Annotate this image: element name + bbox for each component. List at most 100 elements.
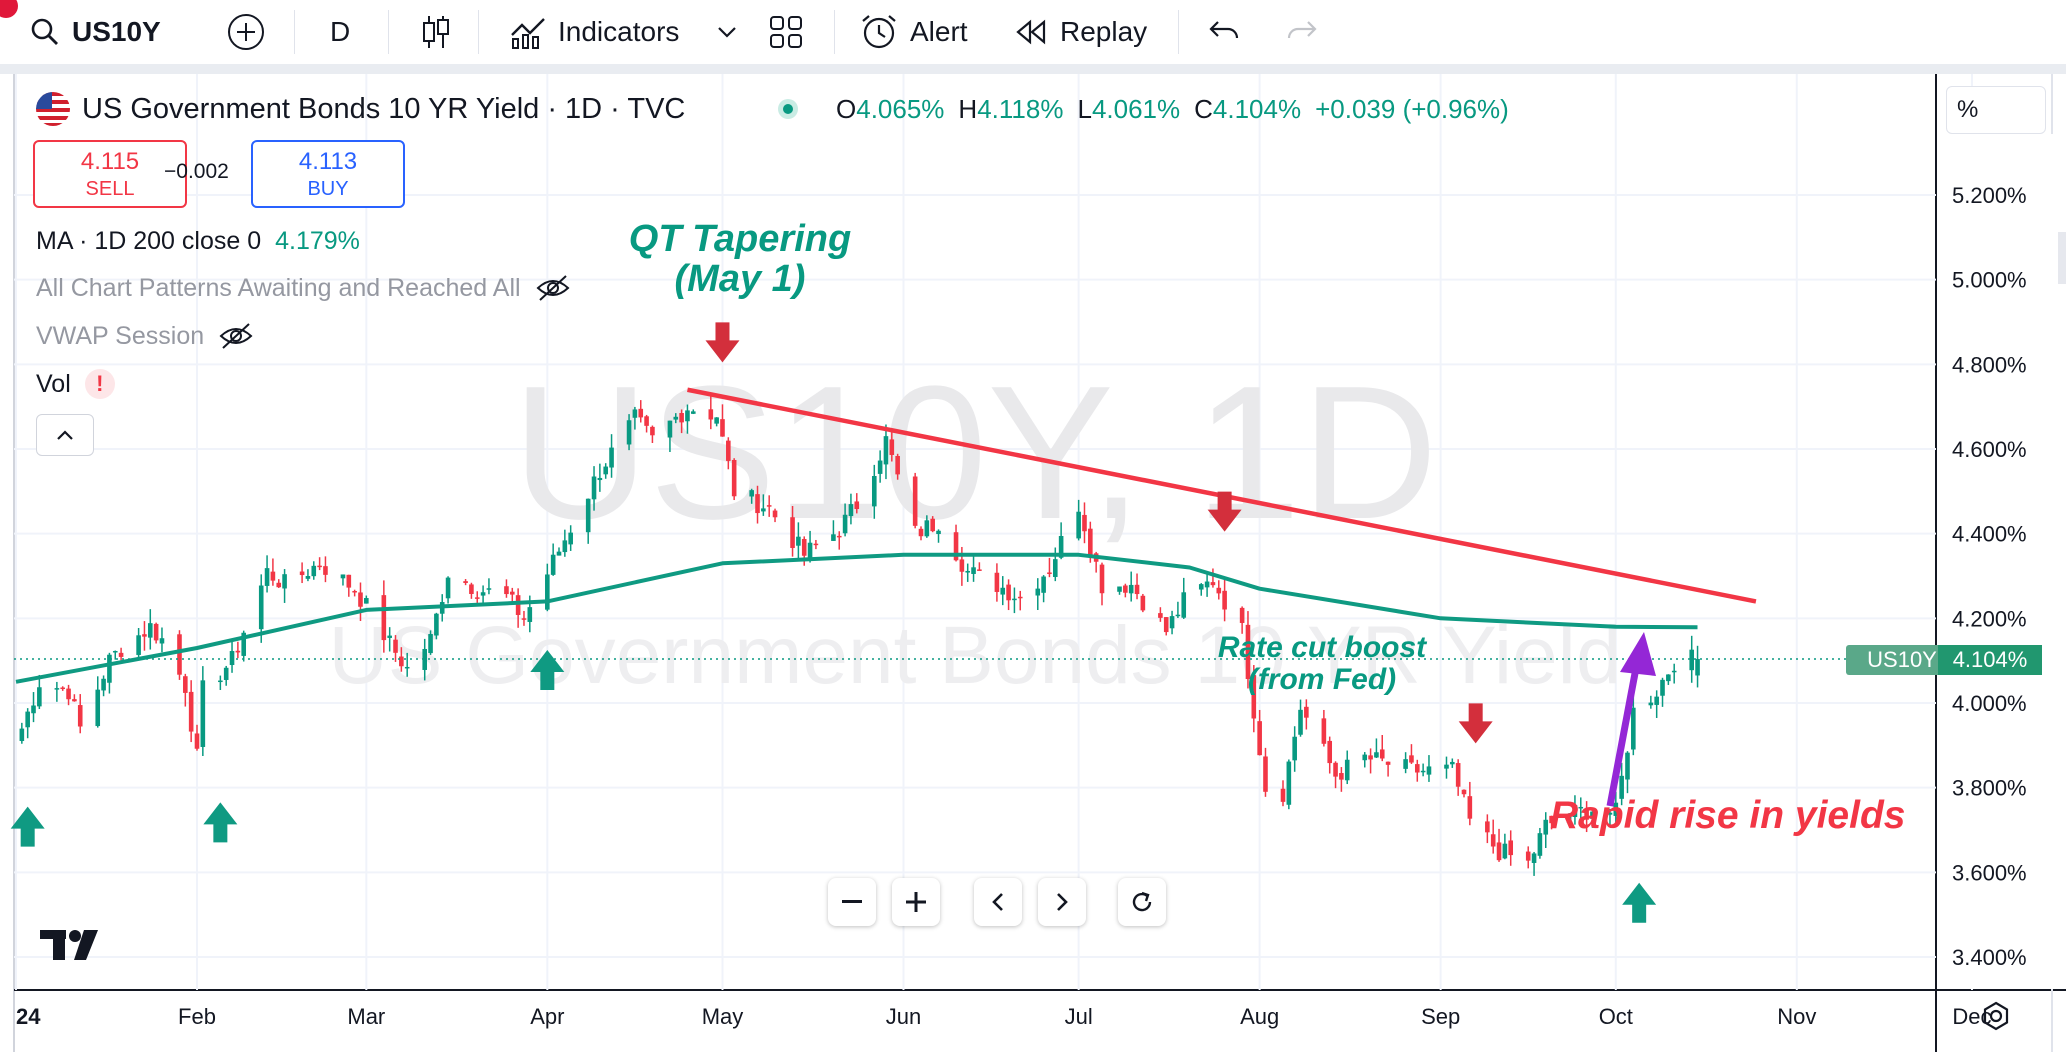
candle-body: [1047, 572, 1052, 574]
compare-symbol-button[interactable]: [226, 0, 266, 64]
layout-button[interactable]: [768, 0, 804, 64]
candle: [107, 652, 112, 694]
candle-body: [1210, 582, 1216, 586]
rapid-rise-annotation[interactable]: Rapid rise in yields: [1550, 795, 1930, 837]
candle: [1374, 738, 1379, 758]
candle: [1204, 572, 1210, 597]
redo-button[interactable]: [1284, 0, 1318, 64]
candle-body: [1327, 740, 1333, 764]
candle-body: [1426, 766, 1432, 775]
scroll-right-button[interactable]: [1038, 878, 1086, 926]
candle: [1362, 752, 1368, 768]
candle-body: [521, 618, 527, 620]
candle-body: [218, 680, 223, 683]
candle: [200, 666, 206, 756]
candle-body: [194, 733, 200, 749]
candle: [965, 563, 971, 582]
collapse-legend-button[interactable]: [36, 414, 94, 456]
tradingview-logo-icon[interactable]: [40, 928, 104, 962]
candle-body: [1304, 706, 1309, 718]
candle: [1082, 502, 1087, 544]
replay-button[interactable]: Replay: [1014, 0, 1147, 64]
candle-body: [1502, 843, 1508, 859]
price-scale-mode-button[interactable]: %: [1946, 86, 2046, 134]
rapid-rise-arrow-shaft[interactable]: [1606, 667, 1640, 807]
candle-body: [229, 651, 235, 666]
chart-legend-title[interactable]: US Government Bonds 10 YR Yield · 1D · T…: [36, 88, 685, 130]
candle: [118, 647, 124, 661]
green-up-arrow-marker[interactable]: [1622, 882, 1657, 923]
ma-indicator-legend[interactable]: MA · 1D 200 close 0 4.179%: [36, 221, 360, 261]
zoom-out-button[interactable]: [828, 878, 876, 926]
candle-body: [1695, 658, 1700, 676]
symbol-search-button[interactable]: US10Y: [30, 0, 161, 64]
qt-tapering-annotation[interactable]: QT Tapering (May 1): [600, 219, 880, 300]
candle: [650, 425, 655, 443]
buy-button[interactable]: 4.113 BUY: [251, 140, 405, 208]
time-axis-tick: Jun: [886, 1004, 921, 1029]
price-axis-tick: 3.600%: [1952, 860, 2027, 885]
candle-body: [1584, 810, 1589, 820]
candle-body: [924, 520, 930, 537]
candle: [877, 450, 883, 483]
red-down-arrow-marker[interactable]: [1458, 703, 1493, 744]
candle: [188, 680, 194, 743]
green-up-arrow-marker[interactable]: [530, 649, 565, 690]
warning-icon[interactable]: !: [84, 369, 115, 399]
price-axis-scrollbar[interactable]: [2058, 232, 2066, 284]
candle-body: [644, 416, 649, 426]
candle: [1420, 763, 1426, 777]
vwap-indicator-legend[interactable]: VWAP Session: [36, 316, 254, 356]
candle: [1263, 747, 1268, 797]
scroll-left-button[interactable]: [974, 878, 1022, 926]
candle: [486, 578, 492, 595]
candle-body: [626, 420, 632, 445]
undo-icon: [1209, 21, 1239, 39]
red-down-arrow-marker[interactable]: [1207, 491, 1242, 532]
rapid-rise-arrow-head[interactable]: [1620, 632, 1656, 676]
candle-body: [1216, 587, 1222, 594]
reset-chart-button[interactable]: [1118, 878, 1166, 926]
chart-settings-gear-icon[interactable]: [1980, 1000, 2012, 1032]
candle-body: [1374, 752, 1379, 758]
sell-button[interactable]: 4.115 SELL: [33, 140, 187, 208]
candle-body: [1006, 584, 1011, 601]
candle-body: [883, 436, 889, 465]
candle: [25, 708, 30, 739]
interval-button[interactable]: D: [330, 0, 350, 64]
indicators-button[interactable]: Indicators: [510, 0, 679, 64]
volume-indicator-legend[interactable]: Vol !: [36, 364, 115, 404]
candle-body: [515, 595, 521, 615]
green-up-arrow-marker[interactable]: [203, 802, 238, 843]
candle-body: [1444, 764, 1449, 769]
candle: [685, 404, 690, 434]
candle-body: [469, 584, 474, 594]
candle: [708, 396, 714, 430]
market-status-dot[interactable]: [778, 99, 798, 119]
candle: [772, 508, 778, 523]
alert-button[interactable]: Alert: [860, 0, 968, 64]
eye-hidden-icon[interactable]: [218, 322, 254, 350]
eye-hidden-icon[interactable]: [535, 274, 571, 302]
candle: [1175, 601, 1181, 618]
candle: [422, 638, 428, 681]
indicators-dropdown[interactable]: [716, 0, 738, 64]
time-axis-tick: May: [702, 1004, 744, 1029]
undo-button[interactable]: [1208, 0, 1242, 64]
candle-body: [562, 540, 568, 553]
candle-body: [1461, 789, 1467, 795]
candle-body: [37, 687, 42, 707]
candle-body: [1537, 833, 1543, 856]
chart-type-button[interactable]: [420, 0, 452, 64]
candle-body: [836, 535, 842, 538]
candle-body: [556, 551, 562, 556]
rate-cut-annotation[interactable]: Rate cut boost (from Fed): [1192, 632, 1452, 695]
red-down-arrow-marker[interactable]: [705, 322, 740, 363]
ma-200-line[interactable]: [15, 552, 1698, 684]
patterns-indicator-legend[interactable]: All Chart Patterns Awaiting and Reached …: [36, 268, 571, 308]
green-up-arrow-marker[interactable]: [10, 806, 45, 847]
zoom-in-button[interactable]: [892, 878, 940, 926]
candle-body: [95, 689, 101, 727]
candle-body: [912, 476, 918, 526]
